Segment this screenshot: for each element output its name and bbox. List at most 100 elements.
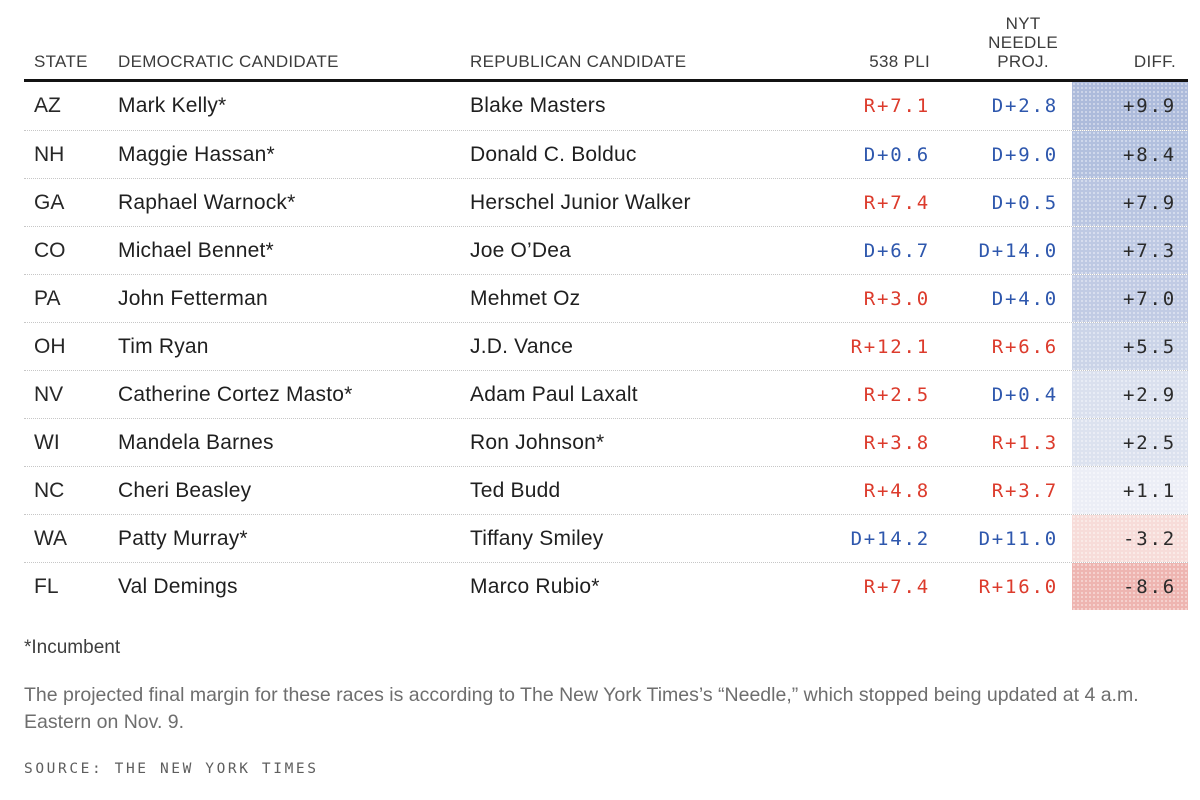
nyt-value: D+4.0 <box>991 287 1058 310</box>
table-footer: *Incumbent The projected final margin fo… <box>24 637 1200 777</box>
table-row: NV Catherine Cortez Masto* Adam Paul Lax… <box>24 370 1188 418</box>
diff-cell: +5.5 <box>1072 323 1188 370</box>
nyt-value: D+9.0 <box>991 143 1058 166</box>
nyt-value: D+0.5 <box>991 191 1058 214</box>
column-gap <box>1058 323 1072 370</box>
column-gap <box>1058 82 1072 130</box>
diff-cell: +7.0 <box>1072 275 1188 322</box>
state-cell: NC <box>34 478 65 502</box>
header-state: STATE <box>34 52 88 71</box>
pli-value: R+7.4 <box>863 191 930 214</box>
nyt-value: R+3.7 <box>991 479 1058 502</box>
table-row: NH Maggie Hassan* Donald C. Bolduc D+0.6… <box>24 130 1188 178</box>
table-row: FL Val Demings Marco Rubio* R+7.4 R+16.0… <box>24 562 1188 610</box>
header-democratic-candidate: DEMOCRATIC CANDIDATE <box>118 52 339 71</box>
header-nyt-line-1: NYT <box>1005 14 1041 33</box>
democratic-candidate-cell: Val Demings <box>118 574 238 598</box>
democratic-candidate-cell: John Fetterman <box>118 286 268 310</box>
republican-candidate-cell: Herschel Junior Walker <box>470 190 691 214</box>
column-gap <box>1058 467 1072 514</box>
nyt-value: R+1.3 <box>991 431 1058 454</box>
state-cell: WI <box>34 430 60 454</box>
state-cell: FL <box>34 574 59 598</box>
incumbent-footnote: *Incumbent <box>24 637 121 658</box>
table-row: AZ Mark Kelly* Blake Masters R+7.1 D+2.8… <box>24 82 1188 130</box>
header-diff: DIFF. <box>1133 52 1176 71</box>
header-nyt-line-2: NEEDLE <box>988 33 1058 52</box>
pli-value: D+6.7 <box>863 239 930 262</box>
democratic-candidate-cell: Mark Kelly* <box>118 94 227 117</box>
pli-value: R+3.0 <box>863 287 930 310</box>
republican-candidate-cell: Mehmet Oz <box>470 286 581 310</box>
pli-value: D+14.2 <box>850 527 930 550</box>
state-cell: OH <box>34 334 66 358</box>
diff-cell: +7.3 <box>1072 227 1188 274</box>
republican-candidate-cell: Ron Johnson* <box>470 430 605 454</box>
democratic-candidate-cell: Maggie Hassan* <box>118 142 275 166</box>
nyt-value: D+2.8 <box>991 95 1058 117</box>
diff-cell: +9.9 <box>1072 82 1188 130</box>
pli-value: D+0.6 <box>863 143 930 166</box>
column-gap <box>1058 179 1072 226</box>
pli-value: R+4.8 <box>863 479 930 502</box>
table-row: WI Mandela Barnes Ron Johnson* R+3.8 R+1… <box>24 418 1188 466</box>
state-cell: AZ <box>34 94 61 117</box>
column-gap <box>1058 515 1072 562</box>
methodology-footnote: The projected final margin for these rac… <box>24 684 1139 733</box>
nyt-value: R+16.0 <box>978 575 1058 598</box>
diff-cell: +8.4 <box>1072 131 1188 178</box>
header-divider-rule <box>24 79 1188 82</box>
table-body: AZ Mark Kelly* Blake Masters R+7.1 D+2.8… <box>24 82 1188 610</box>
state-cell: PA <box>34 286 61 310</box>
nyt-value: R+6.6 <box>991 335 1058 358</box>
pli-value: R+3.8 <box>863 431 930 454</box>
header-nyt-line-3: PROJ. <box>997 52 1049 71</box>
republican-candidate-cell: J.D. Vance <box>470 334 574 358</box>
pli-value: R+7.1 <box>863 95 930 117</box>
democratic-candidate-cell: Mandela Barnes <box>118 430 274 454</box>
republican-candidate-cell: Joe O’Dea <box>470 238 572 262</box>
source-attribution: SOURCE: THE NEW YORK TIMES <box>24 761 319 777</box>
state-cell: NH <box>34 142 65 166</box>
nyt-value: D+0.4 <box>991 383 1058 406</box>
state-cell: GA <box>34 190 65 214</box>
republican-candidate-cell: Donald C. Bolduc <box>470 142 637 166</box>
democratic-candidate-cell: Catherine Cortez Masto* <box>118 382 353 406</box>
republican-candidate-cell: Blake Masters <box>470 94 606 117</box>
republican-candidate-cell: Adam Paul Laxalt <box>470 382 638 406</box>
table-row: OH Tim Ryan J.D. Vance R+12.1 R+6.6 +5.5 <box>24 322 1188 370</box>
header-nyt-needle-proj: NYT NEEDLE PROJ. <box>930 14 1058 71</box>
pli-value: R+7.4 <box>863 575 930 598</box>
column-gap <box>1058 131 1072 178</box>
democratic-candidate-cell: Raphael Warnock* <box>118 190 296 214</box>
diff-cell: -3.2 <box>1072 515 1188 562</box>
republican-candidate-cell: Ted Budd <box>470 478 561 502</box>
table-row: NC Cheri Beasley Ted Budd R+4.8 R+3.7 +1… <box>24 466 1188 514</box>
democratic-candidate-cell: Patty Murray* <box>118 526 248 550</box>
diff-cell: -8.6 <box>1072 563 1188 610</box>
nyt-value: D+11.0 <box>978 527 1058 550</box>
state-cell: NV <box>34 382 64 406</box>
pli-value: R+2.5 <box>863 383 930 406</box>
table-row: GA Raphael Warnock* Herschel Junior Walk… <box>24 178 1188 226</box>
table-row: PA John Fetterman Mehmet Oz R+3.0 D+4.0 … <box>24 274 1188 322</box>
race-table: STATE DEMOCRATIC CANDIDATE REPUBLICAN CA… <box>24 8 1188 610</box>
table-row: WA Patty Murray* Tiffany Smiley D+14.2 D… <box>24 514 1188 562</box>
democratic-candidate-cell: Tim Ryan <box>118 334 209 358</box>
column-gap <box>1058 227 1072 274</box>
pli-value: R+12.1 <box>850 335 930 358</box>
column-gap <box>1058 371 1072 418</box>
header-republican-candidate: REPUBLICAN CANDIDATE <box>470 52 687 71</box>
diff-cell: +7.9 <box>1072 179 1188 226</box>
diff-cell: +2.5 <box>1072 419 1188 466</box>
republican-candidate-cell: Marco Rubio* <box>470 574 600 598</box>
column-gap <box>1058 563 1072 610</box>
nyt-value: D+14.0 <box>978 239 1058 262</box>
diff-cell: +1.1 <box>1072 467 1188 514</box>
state-cell: CO <box>34 238 66 262</box>
republican-candidate-cell: Tiffany Smiley <box>470 526 604 550</box>
democratic-candidate-cell: Michael Bennet* <box>118 238 274 262</box>
diff-cell: +2.9 <box>1072 371 1188 418</box>
column-gap <box>1058 419 1072 466</box>
